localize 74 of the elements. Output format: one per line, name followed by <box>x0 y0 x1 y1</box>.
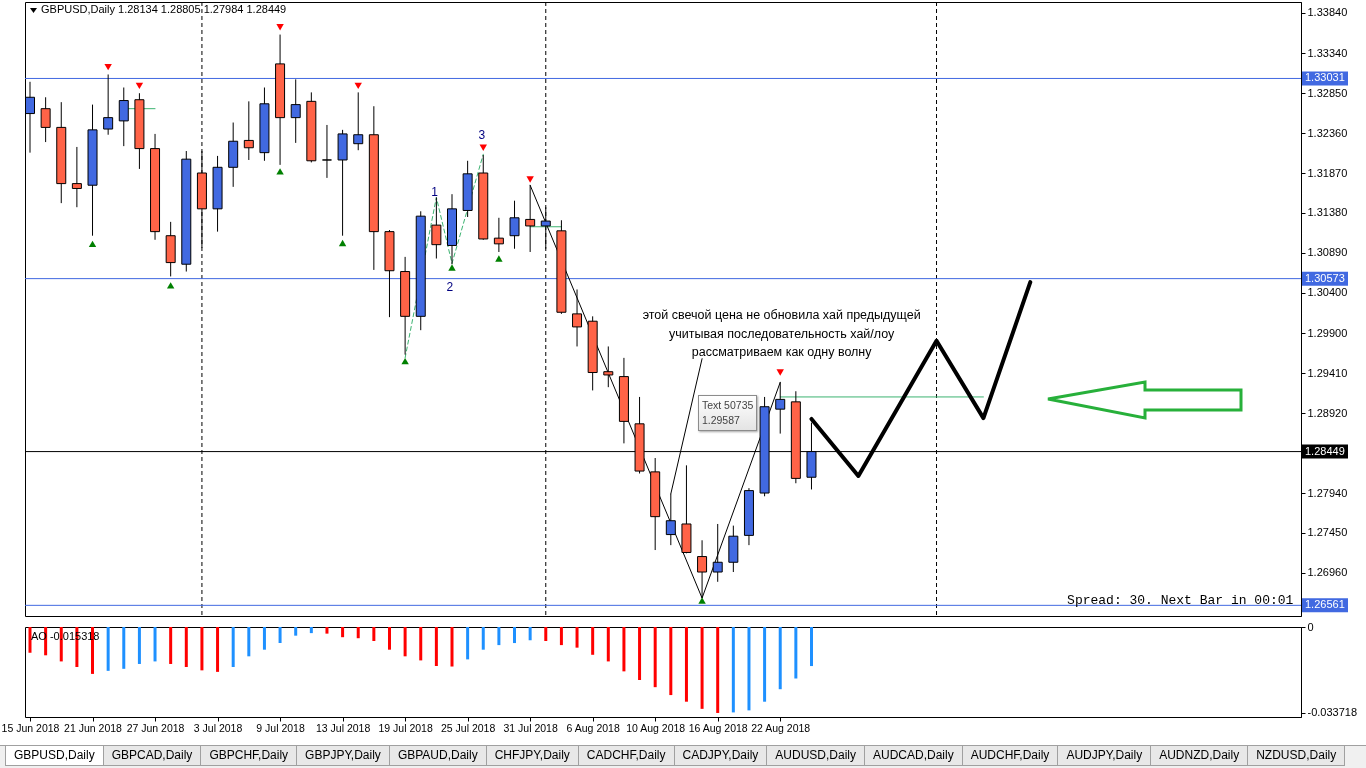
y-tick-label: 1.26960 <box>1307 566 1348 579</box>
y-tick-label: 1.27940 <box>1307 486 1348 499</box>
candlestick <box>353 91 364 151</box>
chart-title: GBPUSD,Daily 1.28134 1.28805 1.27984 1.28449 <box>41 3 287 15</box>
y-tick-label: 1.30890 <box>1307 246 1348 259</box>
point <box>495 255 503 262</box>
annotation: 2 <box>446 279 454 294</box>
tab: AUDNZD,Daily <box>1150 746 1249 766</box>
tab: GBPCAD,Daily <box>102 746 202 766</box>
tab: AUDCHF,Daily <box>961 746 1059 766</box>
candlestick <box>431 196 442 260</box>
x-tick-label: 31 Jul 2018 <box>503 721 558 734</box>
x-tick-label: 10 Aug 2018 <box>626 721 686 734</box>
candlestick <box>603 345 614 388</box>
x-tick-label: 27 Jun 2018 <box>126 721 185 734</box>
x-tick-label: 22 Aug 2018 <box>751 721 811 734</box>
point <box>88 240 97 248</box>
tab: GBPUSD,Daily <box>5 746 104 766</box>
point <box>135 82 144 90</box>
tab: AUDJPY,Daily <box>1057 746 1152 766</box>
tab: AUDCAD,Daily <box>864 746 963 766</box>
x-tick-label: 21 Jun 2018 <box>64 721 123 734</box>
y-tick-label: 1.28920 <box>1307 406 1348 419</box>
point <box>338 239 347 247</box>
candlestick <box>712 523 723 583</box>
candlestick <box>118 87 129 147</box>
x-tick-label: 16 Aug 2018 <box>688 721 748 734</box>
candlestick <box>71 146 82 208</box>
candlestick <box>509 200 520 250</box>
point <box>448 264 456 271</box>
y-tick-label: 1.32850 <box>1307 86 1348 99</box>
y-tick-label: 1.33840 <box>1307 6 1348 19</box>
x-tick-label: 19 Jul 2018 <box>378 721 433 734</box>
candlestick <box>40 96 51 143</box>
tab: CHFJPY,Daily <box>485 746 579 766</box>
point <box>104 63 112 71</box>
annotation: Spread: 30. Next Bar in 00:01 <box>1067 593 1294 609</box>
y-tick-label: -0.033718 <box>1307 706 1358 719</box>
tab: GBPAUD,Daily <box>388 746 487 766</box>
point <box>698 597 706 604</box>
y-tick-label: 1.29410 <box>1307 366 1348 379</box>
tab: NZDUSD,Daily <box>1247 746 1346 766</box>
x-tick-label: 25 Jul 2018 <box>440 721 496 734</box>
y-tick-label: 1.31870 <box>1307 166 1348 179</box>
candlestick <box>321 124 332 179</box>
candlestick <box>572 288 583 347</box>
x-tick-label: 6 Aug 2018 <box>566 721 620 734</box>
candlestick <box>243 100 254 161</box>
x-tick-label: 13 Jul 2018 <box>315 721 371 734</box>
point <box>166 282 175 289</box>
tab: CADJPY,Daily <box>673 746 768 766</box>
annotation: 1 <box>431 184 439 199</box>
y-tick-label: 1.32360 <box>1307 126 1348 139</box>
y-tick-label: 1.31380 <box>1307 206 1348 219</box>
tab: GBPCHF,Daily <box>200 746 298 766</box>
y-tick-label: 0 <box>1307 620 1314 633</box>
annotation: этой свечой цена не обновила хай предыдущей учитывая последовательность хай/лоу рассматриваем как одну волну <box>642 308 921 359</box>
y-tick-label: 1.29900 <box>1307 326 1348 339</box>
x-tick-label: 3 Jul 2018 <box>193 721 243 734</box>
point <box>276 168 284 175</box>
annotation: 3 <box>478 128 486 143</box>
tab: GBPJPY,Daily <box>296 746 390 766</box>
x-tick-label: 15 Jun 2018 <box>1 721 60 734</box>
x-tick-label: 9 Jul 2018 <box>256 721 305 734</box>
tab: AUDUSD,Daily <box>766 746 865 766</box>
y-tick-label: 1.30400 <box>1307 286 1348 299</box>
y-tick-label: 1.33340 <box>1307 46 1348 59</box>
candlestick <box>493 217 504 253</box>
tooltip-box: Text 50735 1.29587 <box>697 394 758 431</box>
point <box>776 369 784 376</box>
y-tick-label: 1.27450 <box>1307 526 1348 539</box>
point <box>526 176 534 183</box>
point <box>276 24 284 31</box>
tab: CADCHF,Daily <box>577 746 675 766</box>
